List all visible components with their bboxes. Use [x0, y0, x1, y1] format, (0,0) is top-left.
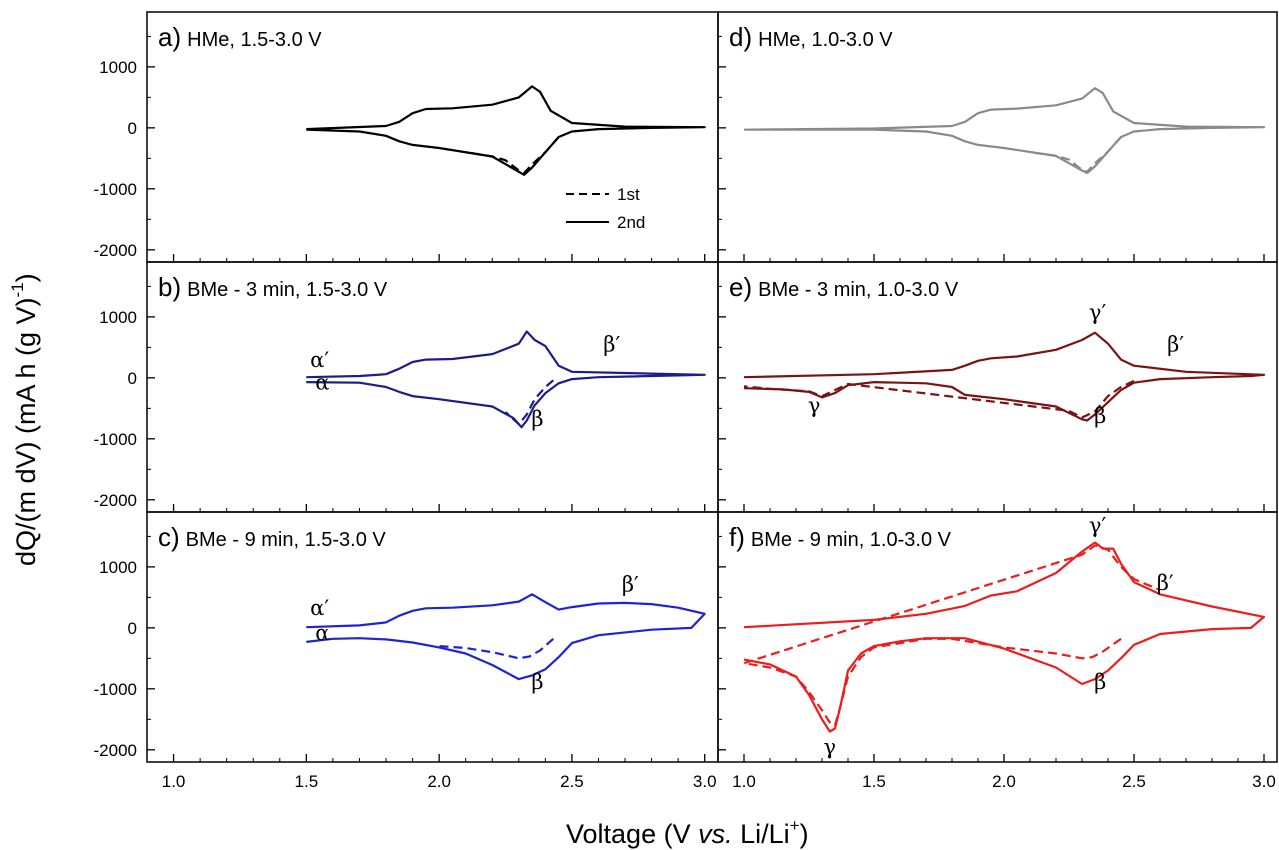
peak-label: γ: [824, 735, 837, 759]
series-2nd-panel-e: [743, 331, 1266, 422]
peak-label: α: [315, 370, 329, 394]
series-1st-panel-e: [743, 379, 1135, 419]
y-tick-label: 0: [128, 619, 137, 638]
panel-c-label: c) BMe - 9 min, 1.5-3.0 V: [158, 522, 386, 552]
x-tick-label: 1.0: [732, 772, 756, 791]
x-tick-label: 2.0: [992, 772, 1016, 791]
legend-label-1st: 1st: [617, 185, 640, 204]
plot-area: [306, 85, 1266, 733]
x-tick-label: 2.5: [1122, 772, 1146, 791]
legend-label-2nd: 2nd: [617, 213, 645, 232]
peak-label: γ′: [1089, 514, 1107, 538]
peak-label: β′: [603, 333, 620, 357]
y-tick-label: 0: [128, 369, 137, 388]
y-tick-label: 1000: [99, 308, 137, 327]
peak-label: α: [315, 621, 329, 645]
series-2nd-panel-a: [306, 85, 706, 176]
x-axis-title: Voltage (V vs. Li/Li+): [566, 816, 809, 849]
peak-label: γ: [808, 394, 821, 418]
series-2nd-panel-c: [306, 593, 706, 681]
panel-d-plot: [743, 87, 1266, 175]
peak-label: α′: [310, 348, 329, 372]
y-tick-label: -2000: [94, 241, 137, 260]
y-tick-label: 1000: [99, 58, 137, 77]
series-1st-panel-b: [504, 379, 555, 426]
peak-label: β: [531, 407, 543, 431]
peak-label: β′: [1167, 333, 1184, 357]
series-2nd-panel-b: [306, 330, 706, 429]
panel-f-frame: [717, 511, 1278, 763]
y-tick-label: -1000: [94, 680, 137, 699]
peak-label: β′: [1157, 571, 1174, 595]
panel-labels: a) HMe, 1.5-3.0 V b) BMe - 3 min, 1.5-3.0 V…: [158, 22, 959, 552]
x-tick-label: 3.0: [1252, 772, 1276, 791]
y-axis-title: dQ/(m dV) (mA h (g V)-1): [8, 273, 41, 566]
x-tick-label: 3.0: [693, 772, 717, 791]
peak-label: β′: [622, 572, 639, 596]
x-tick-label: 1.5: [295, 772, 319, 791]
legend: 1st 2nd: [566, 185, 645, 232]
y-tick-label: -2000: [94, 491, 137, 510]
series-2nd-panel-f: [743, 541, 1266, 733]
panel-frames: [146, 11, 1278, 763]
series-1st-panel-a: [465, 136, 560, 175]
peak-label: γ′: [1089, 300, 1107, 324]
panel-a-label: a) HMe, 1.5-3.0 V: [158, 22, 322, 52]
panel-f-label: f) BMe - 9 min, 1.0-3.0 V: [729, 522, 952, 552]
y-tick-label: 1000: [99, 558, 137, 577]
x-tick-label: 1.5: [862, 772, 886, 791]
panel-d-label: d) HMe, 1.0-3.0 V: [729, 22, 893, 52]
y-tick-label: -1000: [94, 430, 137, 449]
series-1st-panel-f: [742, 544, 1161, 727]
panel-e-plot: [743, 331, 1266, 422]
y-tick-label: -2000: [94, 741, 137, 760]
panel-a-plot: [306, 85, 706, 176]
series-2nd-panel-d: [743, 87, 1266, 175]
peak-label: β: [1094, 670, 1106, 694]
peak-label: β: [1094, 404, 1106, 428]
peak-label: α′: [310, 596, 329, 620]
panel-b-label: b) BMe - 3 min, 1.5-3.0 V: [158, 272, 388, 302]
panel-f-plot: [742, 541, 1266, 733]
peak-label: β: [531, 670, 543, 694]
panel-b-plot: [306, 330, 706, 429]
x-tick-label: 2.5: [560, 772, 584, 791]
series-1st-panel-c: [439, 637, 555, 660]
y-tick-label: 0: [128, 119, 137, 138]
y-tick-label: -1000: [94, 180, 137, 199]
series-1st-panel-d: [1029, 136, 1122, 173]
panel-e-label: e) BMe - 3 min, 1.0-3.0 V: [729, 272, 959, 302]
peak-annotations: α′αβ′βα′αβ′βγ′β′γ βγ′β′γβ: [310, 300, 1184, 759]
x-tick-label: 1.0: [162, 772, 186, 791]
panel-c-plot: [306, 593, 706, 681]
x-tick-label: 2.0: [427, 772, 451, 791]
axis-ticks: 1000 0 -1000 -2000 1000 0 -1000 -2000 1000 0 -1000…: [94, 35, 1276, 791]
